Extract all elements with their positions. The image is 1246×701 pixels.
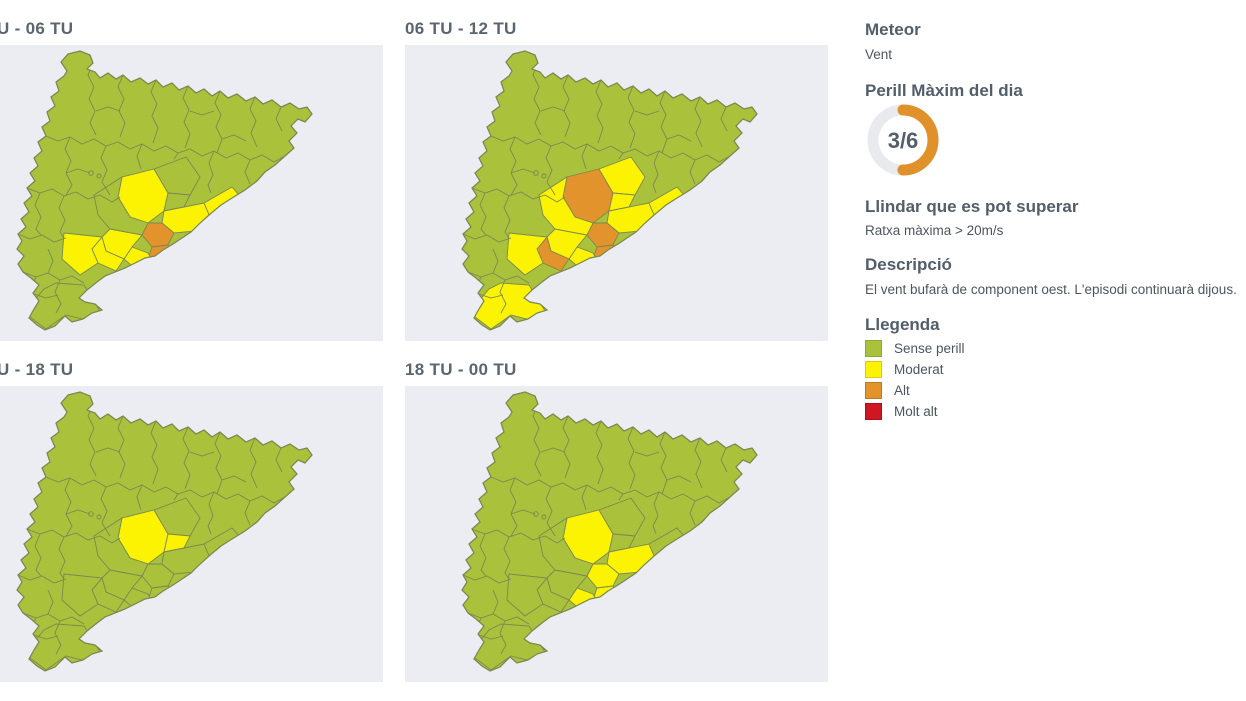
map-title: U - 06 TU [0, 19, 74, 38]
map-panel [405, 45, 828, 341]
legend-swatch [865, 361, 882, 378]
map-title: U - 18 TU [0, 360, 74, 379]
map-panel [0, 386, 383, 682]
map-panel [405, 386, 828, 682]
descripcio-heading: Descripció [865, 255, 952, 274]
gauge-value: 3/6 [888, 128, 919, 153]
map-cell-18-00: 18 TU - 00 TU [405, 341, 828, 682]
legend-item: Alt [865, 382, 1246, 399]
map-cell-00-06: U - 06 TU [0, 0, 383, 341]
map-title: 06 TU - 12 TU [405, 19, 517, 38]
catalonia-map [461, 391, 758, 672]
gauge-arc [867, 104, 939, 176]
legend-item: Moderat [865, 361, 1246, 378]
map-panel [0, 45, 383, 341]
legend-label: Alt [894, 383, 910, 398]
legend-label: Sense perill [894, 341, 965, 356]
legend-swatch [865, 403, 882, 420]
legend-list: Sense perill Moderat Alt Molt alt [865, 340, 1246, 420]
llindar-value: Ratxa màxima > 20m/s [865, 223, 1004, 238]
perill-gauge: 3/6 [866, 103, 940, 177]
catalonia-map [16, 391, 313, 672]
legend-swatch [865, 340, 882, 357]
map-cell-06-12: 06 TU - 12 TU [405, 0, 828, 341]
warning-detail-sidebar: Meteor Vent Perill Màxim del dia 3/6 Lli… [865, 0, 1246, 424]
catalonia-map [461, 50, 758, 331]
map-title: 18 TU - 00 TU [405, 360, 517, 379]
meteor-value: Vent [865, 47, 893, 62]
maps-grid: U - 06 TU 06 TU - 12 TU U - 18 TU 18 TU … [0, 0, 828, 682]
llegenda-heading: Llegenda [865, 315, 940, 334]
perill-heading: Perill Màxim del dia [865, 81, 1023, 100]
descripcio-text: El vent bufarà de component oest. L'epis… [865, 282, 1237, 297]
legend-swatch [865, 382, 882, 399]
meteor-heading: Meteor [865, 20, 921, 39]
legend-label: Molt alt [894, 404, 938, 419]
legend-item: Sense perill [865, 340, 1246, 357]
llindar-heading: Llindar que es pot superar [865, 197, 1079, 216]
map-cell-12-18: U - 18 TU [0, 341, 383, 682]
legend-item: Molt alt [865, 403, 1246, 420]
legend-label: Moderat [894, 362, 944, 377]
catalonia-map [16, 50, 313, 331]
